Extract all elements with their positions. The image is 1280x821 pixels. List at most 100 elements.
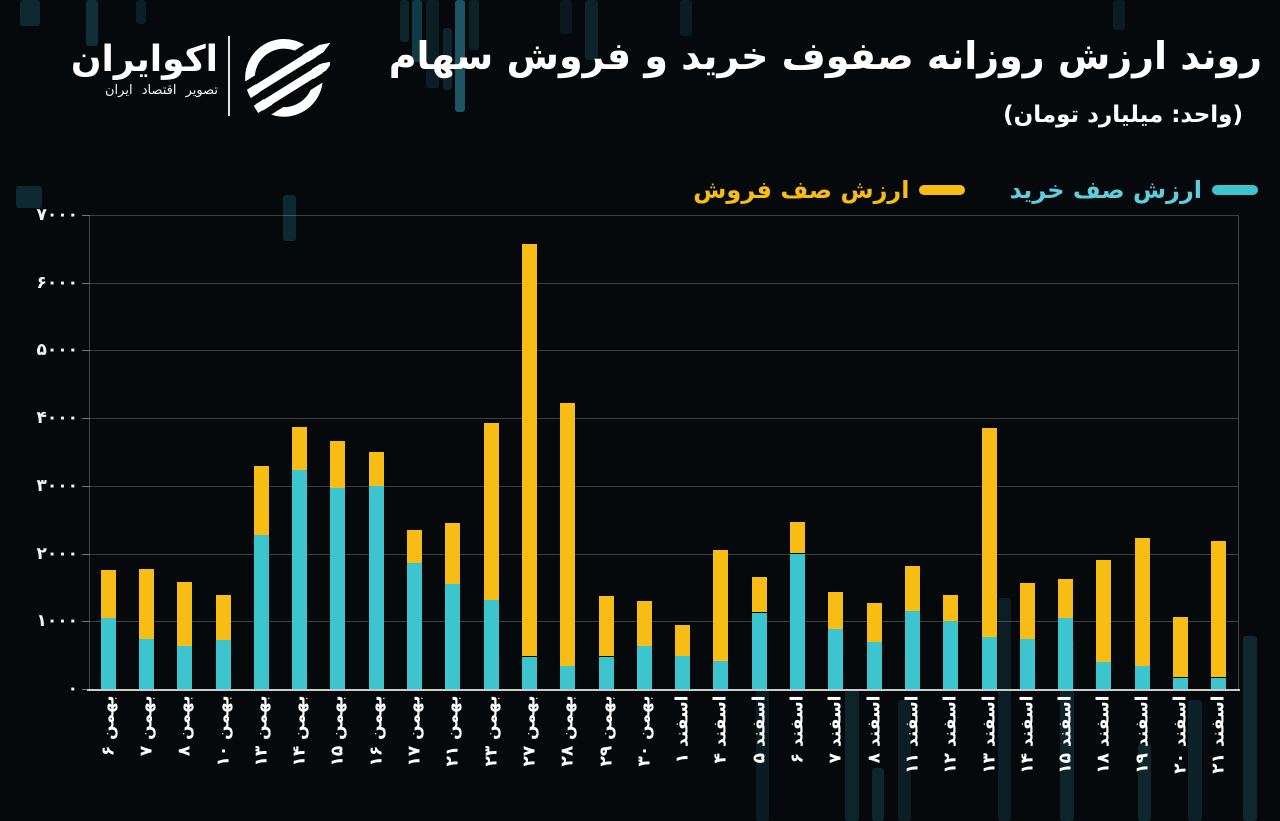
x-tick-label: بهمن ۱۳ — [251, 695, 272, 766]
y-tick-label: ۳۰۰۰ — [36, 475, 78, 496]
y-tick-label: ۱۰۰۰ — [36, 611, 78, 632]
bar-segment-sell — [1096, 559, 1112, 662]
bar-segment-buy — [292, 470, 308, 689]
bar-segment-sell — [483, 422, 499, 601]
x-tick-label: اسفند ۱۲ — [940, 695, 961, 774]
y-axis-tick — [82, 282, 89, 284]
bar-segment-buy — [943, 621, 959, 689]
y-tick-label: ۵۰۰۰ — [36, 340, 78, 361]
bar-segment-sell — [177, 582, 193, 647]
bar-segment-sell — [943, 594, 959, 622]
bar-segment-buy — [751, 612, 767, 689]
bar-segment-buy — [828, 628, 844, 689]
x-tick-label: اسفند ۴ — [710, 695, 731, 763]
grid-line — [89, 282, 1238, 284]
x-axis-line — [87, 689, 1240, 691]
bar-segment-buy — [522, 656, 537, 689]
bar-segment-sell — [1019, 582, 1035, 639]
bar-segment-sell — [675, 624, 691, 656]
x-tick-label: اسفند ۶ — [787, 695, 808, 763]
y-axis-tick — [82, 215, 89, 216]
bar-segment-buy — [1096, 661, 1112, 689]
x-tick-label: بهمن ۱۵ — [327, 695, 348, 766]
bar-segment-sell — [1211, 541, 1227, 678]
decor-stripe — [1243, 636, 1257, 821]
bar-segment-sell — [598, 595, 614, 657]
legend-item-buy: ارزش صف خرید — [1009, 176, 1258, 204]
grid-line — [89, 215, 1238, 216]
bar-segment-buy — [138, 638, 154, 689]
bar-segment-sell — [751, 577, 767, 613]
legend-item-sell: ارزش صف فروش — [693, 176, 966, 204]
grid-line — [89, 485, 1238, 487]
bar-segment-buy — [790, 553, 805, 689]
grid-line — [89, 553, 1238, 555]
x-tick-label: بهمن ۸ — [174, 695, 195, 756]
x-tick-label: اسفند ۵ — [749, 695, 770, 763]
bar-segment-buy — [483, 600, 499, 689]
decor-stripe — [283, 195, 296, 241]
bar-segment-buy — [100, 617, 116, 689]
y-tick-label: ۷۰۰۰ — [36, 205, 78, 225]
x-tick-label: بهمن ۱۶ — [366, 695, 387, 766]
bar-segment-sell — [215, 594, 231, 640]
bar-segment-buy — [1058, 617, 1074, 689]
x-tick-label: اسفند ۱۱ — [902, 695, 923, 774]
bar-segment-buy — [330, 487, 346, 689]
grid-line — [89, 418, 1238, 420]
x-tick-label: اسفند ۸ — [864, 695, 885, 763]
bar-segment-sell — [636, 601, 652, 647]
bar-segment-sell — [713, 549, 729, 661]
x-tick-label: اسفند ۷ — [825, 695, 846, 763]
sell-series-label: ارزش صف فروش — [693, 176, 910, 204]
y-axis-tick — [82, 553, 89, 555]
grid-line — [89, 350, 1238, 352]
x-tick-label: بهمن ۱۰ — [213, 695, 233, 766]
bar-segment-sell — [828, 591, 844, 629]
x-tick-label: اسفند ۱۴ — [1017, 695, 1038, 774]
y-axis-tick — [82, 621, 89, 623]
x-tick-label: اسفند ۲۰ — [1170, 695, 1191, 774]
x-tick-label: بهمن ۷ — [136, 695, 157, 756]
decor-stripe — [680, 0, 692, 36]
bar-segment-sell — [445, 523, 461, 584]
decor-stripe — [998, 598, 1011, 821]
decor-stripe — [845, 690, 859, 821]
bar-segment-buy — [1211, 677, 1227, 689]
bar-segment-buy — [1173, 677, 1188, 689]
bar-segment-buy — [981, 636, 997, 689]
x-tick-label: اسفند ۱۳ — [979, 695, 999, 774]
bar-segment-buy — [560, 666, 576, 689]
bar-segment-buy — [215, 639, 231, 689]
logo: اکوایران تصویر اقتصاد ایران — [40, 22, 362, 134]
bar-segment-buy — [445, 584, 461, 689]
x-tick-label: بهمن ۲۹ — [596, 695, 616, 766]
buy-series-label: ارزش صف خرید — [1009, 176, 1202, 204]
x-tick-label: بهمن ۱۴ — [289, 695, 310, 766]
logo-divider — [228, 36, 230, 116]
x-tick-label: اسفند ۱۸ — [1093, 695, 1114, 774]
bar-segment-sell — [981, 427, 997, 637]
bar-segment-sell — [292, 426, 308, 471]
bar-segment-buy — [598, 656, 614, 689]
bar-segment-buy — [713, 660, 729, 689]
y-axis-tick — [82, 418, 89, 420]
x-tick-label: بهمن ۳۰ — [634, 695, 655, 766]
bar-segment-sell — [1173, 617, 1188, 678]
plot-border-left — [89, 215, 90, 689]
bar-segment-buy — [253, 535, 269, 689]
x-tick-label: اسفند ۱ — [672, 695, 693, 763]
bar-segment-buy — [904, 611, 920, 689]
bar-segment-sell — [790, 521, 805, 554]
x-tick-label: اسفند ۱۵ — [1055, 695, 1076, 774]
decor-stripe — [136, 0, 146, 24]
bar-segment-sell — [866, 603, 882, 642]
sell-series-dash-icon — [919, 185, 966, 195]
logo-mark-icon — [218, 22, 362, 134]
bar-segment-sell — [100, 569, 116, 618]
bar-segment-sell — [368, 452, 384, 486]
bar-segment-buy — [636, 646, 652, 689]
bar-segment-sell — [253, 466, 269, 536]
bar-segment-sell — [522, 244, 537, 657]
